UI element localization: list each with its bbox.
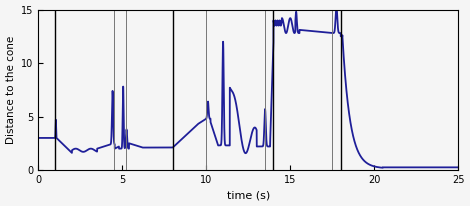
Y-axis label: Distance to the cone: Distance to the cone bbox=[6, 36, 16, 144]
X-axis label: time (s): time (s) bbox=[227, 190, 270, 200]
